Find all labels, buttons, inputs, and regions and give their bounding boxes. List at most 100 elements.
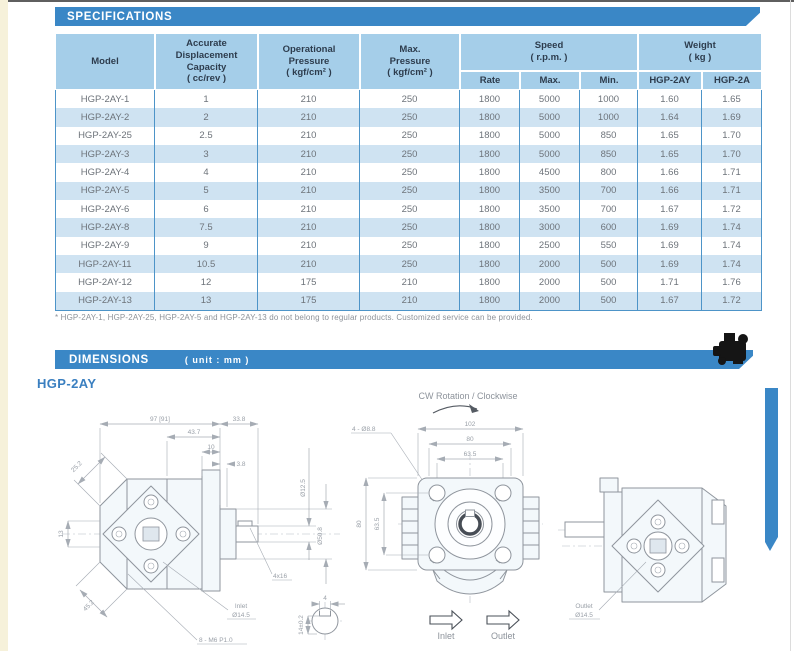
dim-front-w1: 102	[465, 421, 476, 428]
table-cell-model: HGP-2AY-12	[55, 273, 155, 292]
table-cell-op_pressure: 210	[258, 126, 360, 145]
table-cell-weight_2a: 1.65	[702, 90, 762, 109]
table-row: HGP-2AY-25 2.5 210 250 1800 5000 850 1.65 1.70	[55, 126, 762, 145]
table-cell-weight_2a: 1.76	[702, 273, 762, 292]
table-cell-op_pressure: 210	[258, 236, 360, 255]
rear-outlet-dia-label: Ø14.5	[575, 612, 593, 619]
table-cell-weight_2ay: 1.60	[638, 90, 702, 109]
table-cell-weight_2ay: 1.67	[638, 291, 702, 310]
table-row: HGP-2AY-5 5 210 250 1800 3500 700 1.66 1.71	[55, 181, 762, 200]
table-cell-weight_2ay: 1.69	[638, 236, 702, 255]
sub-header-hgp2ay: HGP-2AY	[639, 72, 701, 89]
table-cell-max_pressure: 250	[360, 163, 460, 182]
table-cell-min: 600	[580, 218, 638, 237]
dim-front-w2: 80	[466, 436, 474, 443]
table-cell-max: 2000	[520, 273, 580, 292]
dim-side-corner-top: 25.2	[70, 460, 84, 474]
table-cell-rate: 1800	[460, 254, 520, 274]
dim-side-key-offset: 13	[58, 530, 65, 538]
sub-header-min: Min.	[581, 72, 637, 89]
table-cell-weight_2a: 1.71	[702, 181, 762, 200]
sub-header-hgp2a: HGP-2A	[703, 72, 761, 89]
table-cell-op_pressure: 175	[258, 291, 360, 310]
table-cell-max_pressure: 250	[360, 90, 460, 109]
table-cell-model: HGP-2AY-6	[55, 199, 155, 219]
table-cell-max_pressure: 250	[360, 236, 460, 255]
table-cell-weight_2a: 1.70	[702, 144, 762, 164]
table-cell-op_pressure: 210	[258, 199, 360, 219]
dim-side-pilot-dia: Ø50.8	[317, 527, 324, 545]
table-cell-max: 5000	[520, 144, 580, 164]
table-cell-capacity: 13	[155, 291, 258, 310]
table-cell-max_pressure: 210	[360, 273, 460, 292]
table-cell-max: 5000	[520, 108, 580, 127]
table-cell-max: 3500	[520, 199, 580, 219]
spec-table-body: HGP-2AY-1 1 210 250 1800 5000 1000 1.60 1.65 HGP-…	[55, 90, 762, 311]
table-cell-weight_2a: 1.69	[702, 108, 762, 127]
side-view-drawing: 97 [91] 33.8 43.7 10 3.8 25.2	[58, 416, 340, 645]
table-cell-max: 3000	[520, 218, 580, 237]
table-row: HGP-2AY-1 1 210 250 1800 5000 1000 1.60 1.65	[55, 90, 762, 109]
table-cell-rate: 1800	[460, 236, 520, 255]
table-cell-capacity: 12	[155, 273, 258, 292]
table-cell-model: HGP-2AY-2	[55, 108, 155, 127]
table-cell-min: 700	[580, 181, 638, 200]
dim-side-step: 3.8	[236, 461, 245, 468]
table-cell-weight_2ay: 1.65	[638, 144, 702, 164]
rotation-label: CW Rotation / Clockwise	[418, 391, 517, 401]
sub-header-rate: Rate	[461, 72, 519, 89]
table-cell-rate: 1800	[460, 291, 520, 310]
side-inlet-label: Inlet	[235, 603, 247, 610]
table-cell-rate: 1800	[460, 181, 520, 200]
table-row: HGP-2AY-13 13 175 210 1800 2000 500 1.67 1.72	[55, 291, 762, 310]
page-edge-left	[0, 0, 8, 651]
dimensions-banner: DIMENSIONS ( unit : mm )	[55, 350, 753, 369]
table-row: HGP-2AY-12 12 175 210 1800 2000 500 1.71 1.76	[55, 273, 762, 292]
table-cell-rate: 1800	[460, 90, 520, 109]
table-cell-weight_2ay: 1.65	[638, 126, 702, 145]
table-cell-rate: 1800	[460, 126, 520, 145]
table-cell-op_pressure: 210	[258, 218, 360, 237]
table-cell-capacity: 4	[155, 163, 258, 182]
dim-side-key-size: 4x16	[273, 573, 287, 580]
table-cell-min: 550	[580, 236, 638, 255]
col-header-weight: Weight ( kg )	[639, 34, 761, 70]
table-cell-max: 5000	[520, 126, 580, 145]
table-cell-weight_2a: 1.74	[702, 236, 762, 255]
table-cell-rate: 1800	[460, 144, 520, 164]
table-cell-model: HGP-2AY-9	[55, 236, 155, 255]
table-cell-max: 2000	[520, 291, 580, 310]
table-cell-model: HGP-2AY-5	[55, 181, 155, 200]
table-cell-max: 2000	[520, 254, 580, 274]
table-cell-weight_2ay: 1.71	[638, 273, 702, 292]
table-cell-min: 850	[580, 144, 638, 164]
table-cell-capacity: 7.5	[155, 218, 258, 237]
inlet-arrow-icon	[429, 609, 463, 631]
dim-side-corner-bottom: 45.2	[82, 599, 96, 613]
table-cell-rate: 1800	[460, 273, 520, 292]
table-cell-weight_2a: 1.74	[702, 254, 762, 274]
table-cell-capacity: 10.5	[155, 254, 258, 274]
table-cell-model: HGP-2AY-3	[55, 144, 155, 164]
sub-header-max: Max.	[521, 72, 579, 89]
table-cell-op_pressure: 210	[258, 108, 360, 127]
table-cell-capacity: 5	[155, 181, 258, 200]
table-cell-min: 500	[580, 254, 638, 274]
table-cell-capacity: 2	[155, 108, 258, 127]
dim-side-front-section: 43.7	[188, 429, 201, 436]
table-row: HGP-2AY-3 3 210 250 1800 5000 850 1.65 1.70	[55, 144, 762, 164]
table-cell-model: HGP-2AY-4	[55, 163, 155, 182]
table-cell-max: 3500	[520, 181, 580, 200]
dimension-drawings: 97 [91] 33.8 43.7 10 3.8 25.2	[58, 388, 778, 645]
table-cell-weight_2ay: 1.66	[638, 181, 702, 200]
table-cell-op_pressure: 210	[258, 181, 360, 200]
dimensions-banner-label: DIMENSIONS	[69, 353, 149, 366]
table-cell-capacity: 6	[155, 199, 258, 219]
table-cell-rate: 1800	[460, 218, 520, 237]
table-cell-rate: 1800	[460, 199, 520, 219]
outlet-arrow-icon	[486, 609, 520, 631]
table-cell-capacity: 9	[155, 236, 258, 255]
col-header-capacity: Accurate Displacement Capacity ( cc/rev …	[156, 34, 257, 89]
table-cell-min: 800	[580, 163, 638, 182]
